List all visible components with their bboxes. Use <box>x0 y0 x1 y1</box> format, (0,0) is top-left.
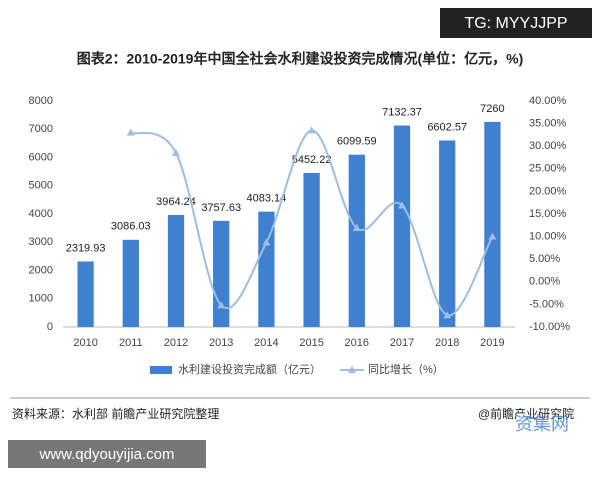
watermark: 资集网 <box>515 414 569 434</box>
x-tick-label: 2014 <box>254 337 278 349</box>
y-tick-label: 8000 <box>29 95 53 107</box>
value-label-bg <box>425 120 470 135</box>
y-tick-label: 5000 <box>29 180 53 192</box>
bar <box>348 154 365 327</box>
value-label-bg <box>334 134 379 149</box>
bar <box>77 261 94 327</box>
tag-box <box>440 8 592 38</box>
x-tick-label: 2016 <box>345 337 369 349</box>
value-label: 5452.22 <box>292 154 332 166</box>
value-label: 4083.14 <box>247 193 287 205</box>
value-label: 6099.59 <box>337 136 377 148</box>
y2-tick-label: -10.00% <box>529 321 570 333</box>
y-tick-label: 6000 <box>29 151 53 163</box>
value-label: 3757.63 <box>201 202 241 214</box>
bar <box>167 215 185 327</box>
value-label-bg <box>478 101 507 116</box>
line-marker <box>307 126 316 134</box>
line-marker <box>398 201 406 209</box>
bar <box>303 172 320 327</box>
value-label-bg <box>63 241 108 256</box>
x-tick-label: 2018 <box>435 337 459 349</box>
y-tick-label: 4000 <box>29 208 53 220</box>
y2-tick-label: 0.00% <box>529 276 560 288</box>
line-marker <box>352 224 361 232</box>
y2-tick-label: 25.00% <box>529 163 567 175</box>
y2-tick-label: 40.00% <box>529 95 567 107</box>
source: 资料来源：水利部 前瞻产业研究院整理 <box>12 406 219 421</box>
line-marker <box>488 232 497 240</box>
tag: TG: MYYJJPP <box>464 15 567 32</box>
bar <box>484 121 501 327</box>
line-marker <box>217 301 226 309</box>
x-tick-label: 2012 <box>164 337 188 349</box>
value-label-bg <box>199 200 244 215</box>
value-label: 6602.57 <box>427 121 467 133</box>
credit: @前瞻产业研究院 <box>478 406 574 421</box>
x-tick-label: 2017 <box>390 337 414 349</box>
value-label: 2319.93 <box>66 242 106 254</box>
y2-tick-label: 15.00% <box>529 208 567 220</box>
y-tick-label: 2000 <box>29 264 53 276</box>
y2-tick-label: 20.00% <box>529 185 567 197</box>
line-marker <box>126 128 135 136</box>
bar <box>258 211 275 327</box>
bar <box>439 140 456 327</box>
y2-tick-label: 35.00% <box>529 118 567 130</box>
x-tick-label: 2011 <box>119 337 143 349</box>
line-marker <box>443 311 452 319</box>
y-tick-label: 7000 <box>29 123 53 135</box>
value-label: 3964.24 <box>156 196 196 208</box>
y2-tick-label: 10.00% <box>529 231 567 243</box>
legend-marker <box>348 366 356 373</box>
y2-tick-label: 30.00% <box>529 140 567 152</box>
y2-tick-label: -5.00% <box>529 298 564 310</box>
value-label-bg <box>380 105 424 120</box>
x-tick-label: 2019 <box>480 337 504 349</box>
value-label-bg <box>108 219 153 234</box>
legend-swatch <box>150 366 172 374</box>
site-box <box>8 440 206 468</box>
value-label: 3086.03 <box>111 221 151 233</box>
value-label-bg <box>154 194 198 209</box>
legend-label: 水利建设投资完成额（亿元） <box>178 362 321 376</box>
line-marker <box>262 238 271 246</box>
value-label: 7132.37 <box>382 106 422 118</box>
value-label-bg <box>244 191 289 206</box>
y-tick-label: 3000 <box>29 236 53 248</box>
value-label: 7260 <box>480 103 504 115</box>
y2-tick-label: 5.00% <box>529 253 560 265</box>
bar <box>393 125 411 327</box>
legend-label: 同比增长（%） <box>368 362 444 376</box>
chart-title: 图表2：2010-2019年中国全社会水利建设投资完成情况(单位：亿元，%) <box>77 51 524 67</box>
value-label-bg <box>289 152 334 167</box>
site-url: www.qdyouyijia.com <box>38 446 174 463</box>
x-tick-label: 2013 <box>209 337 233 349</box>
x-tick-label: 2010 <box>73 337 97 349</box>
x-tick-label: 2015 <box>299 337 323 349</box>
y-tick-label: 0 <box>47 321 53 333</box>
bar <box>122 239 139 327</box>
line-marker <box>172 148 180 156</box>
bar <box>213 220 230 327</box>
y-tick-label: 1000 <box>29 293 53 305</box>
